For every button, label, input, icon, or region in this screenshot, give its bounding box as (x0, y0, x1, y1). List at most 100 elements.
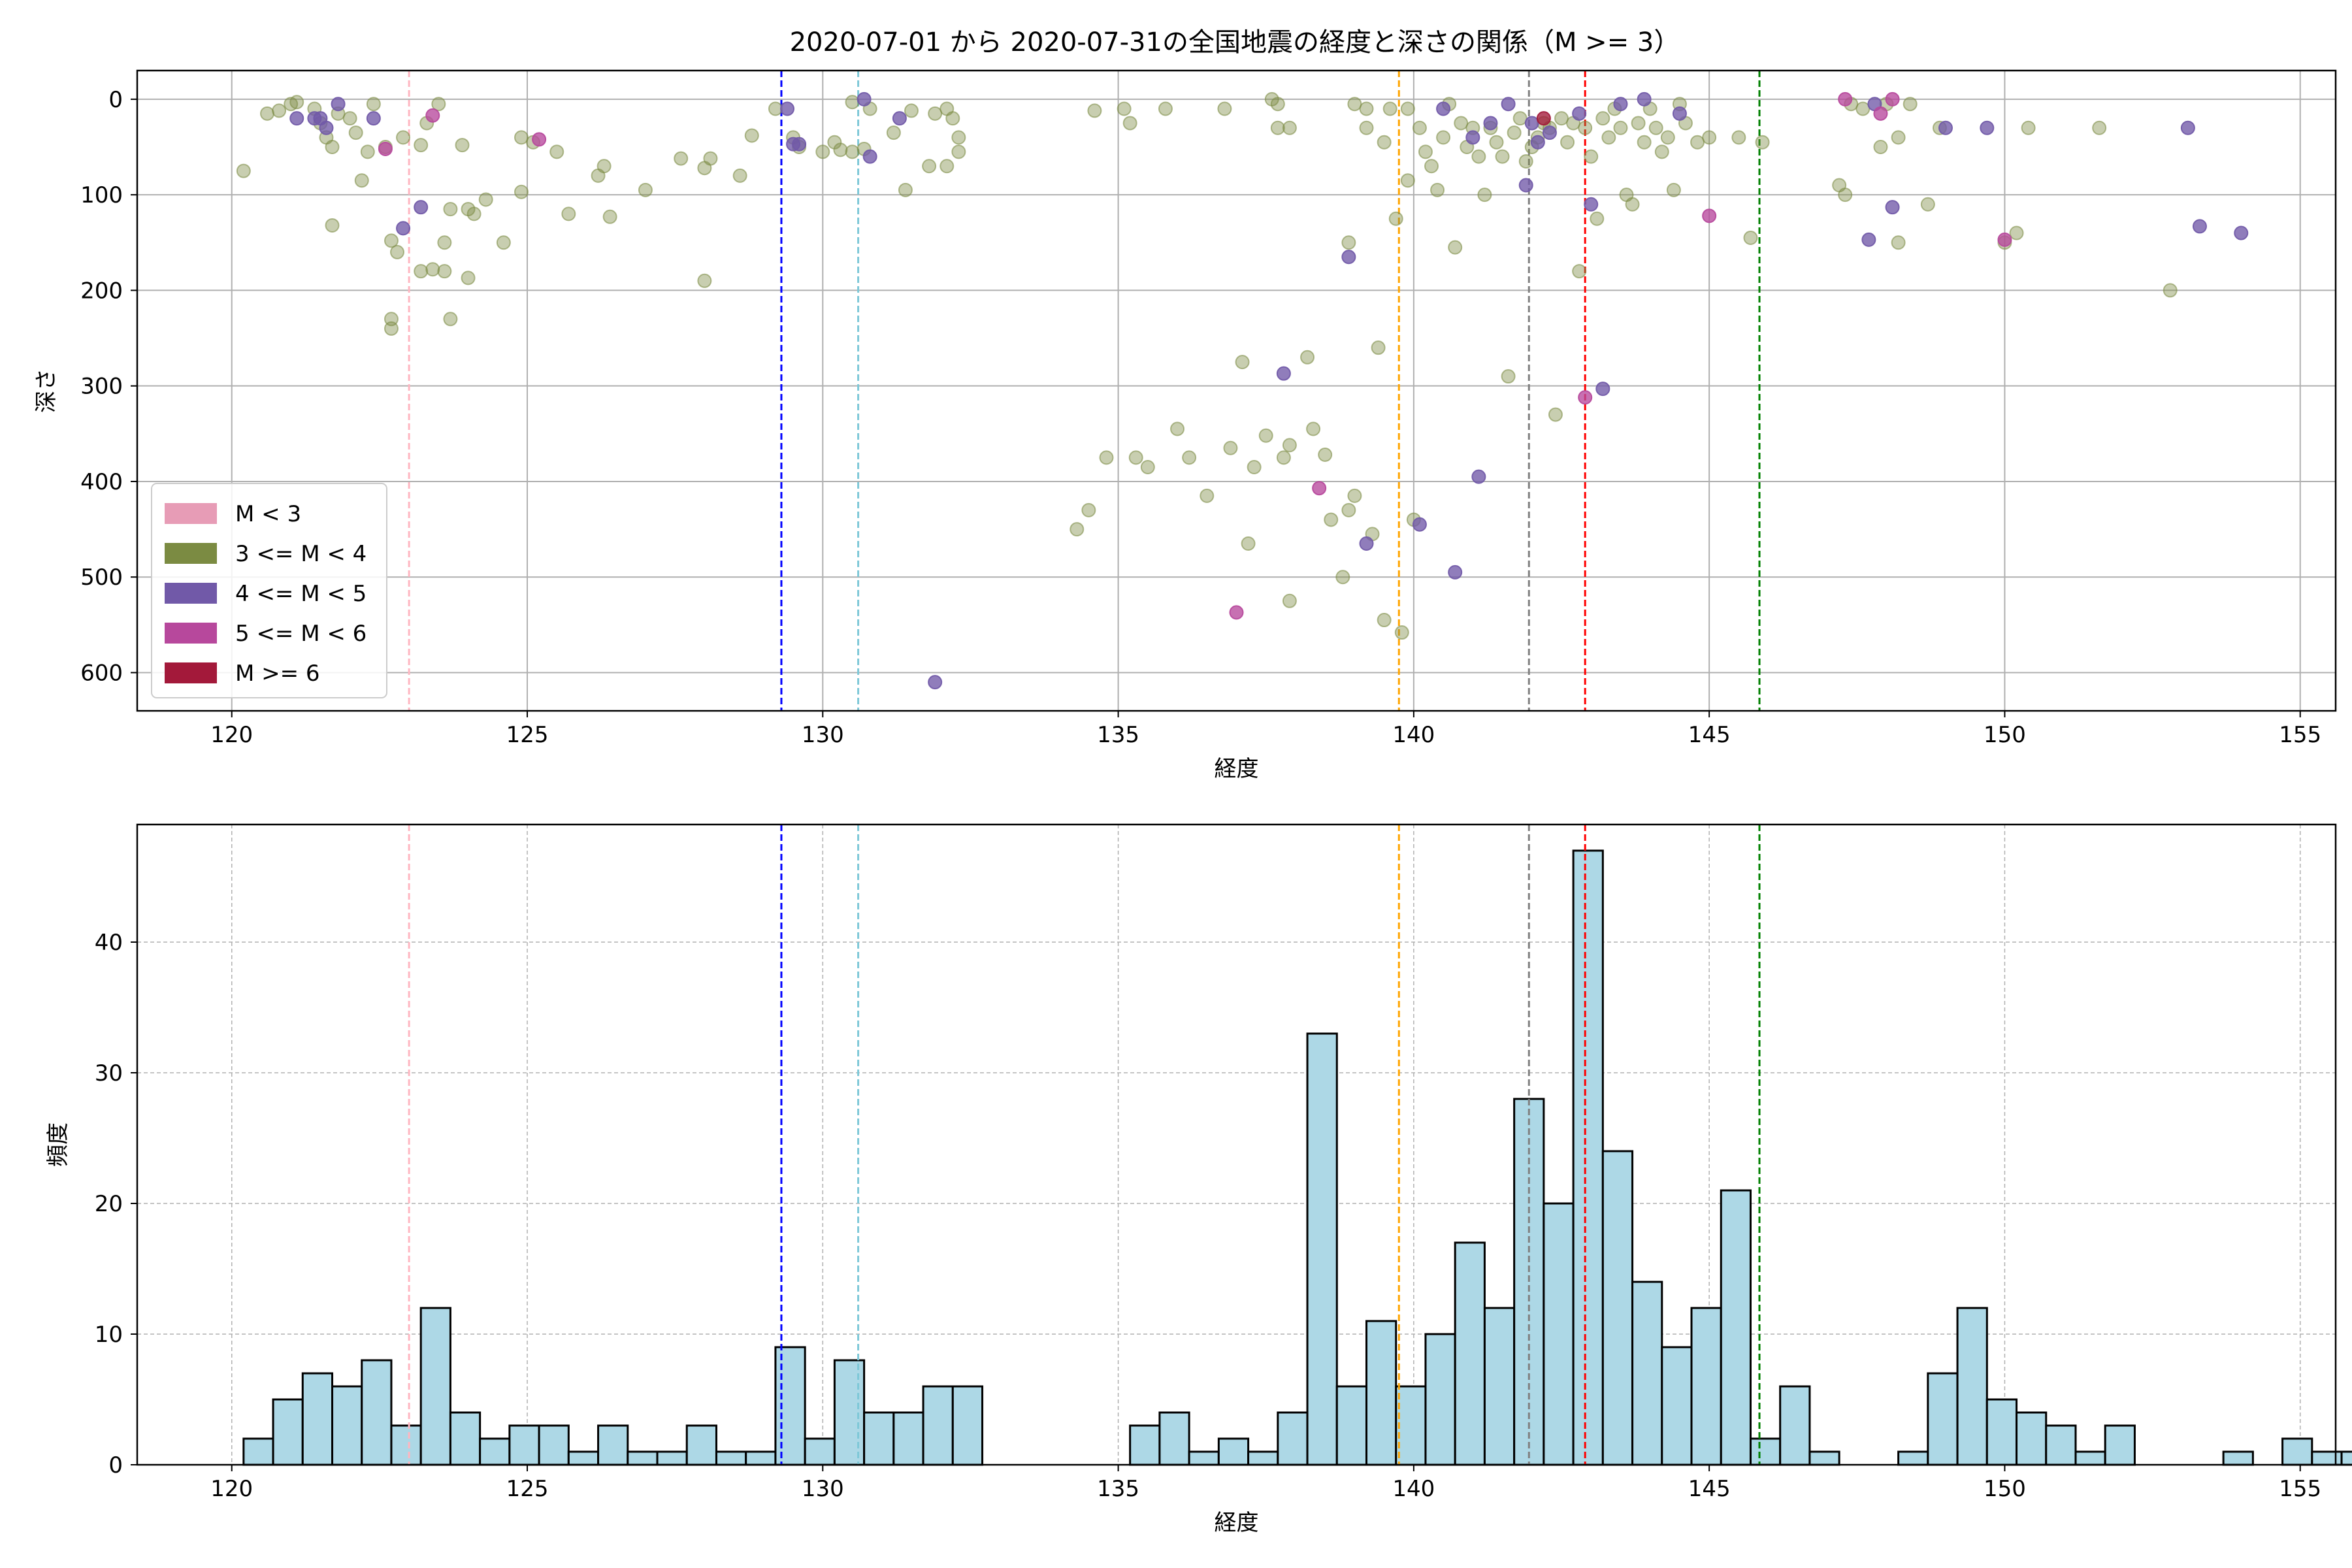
scatter-point (1248, 461, 1261, 474)
scatter-point (397, 221, 410, 235)
histogram-bar (1810, 1452, 1839, 1465)
scatter-point (1277, 451, 1290, 464)
scatter-point (414, 201, 427, 214)
histogram-bar (1307, 1034, 1337, 1465)
legend-swatch (165, 662, 217, 683)
scatter-point (1200, 489, 1213, 502)
scatter-point (1626, 198, 1639, 211)
histogram-bar (1189, 1452, 1218, 1465)
legend-swatch (165, 543, 217, 564)
scatter-point (1307, 423, 1320, 436)
scatter-point (1141, 461, 1154, 474)
histogram-bar (923, 1386, 953, 1465)
scatter-x-tick-label: 155 (2279, 722, 2321, 748)
scatter-point (261, 107, 274, 120)
histogram-bar (716, 1452, 745, 1465)
scatter-point (414, 265, 427, 278)
histogram-bar (746, 1452, 776, 1465)
legend-label: 5 <= M < 6 (235, 621, 367, 647)
scatter-point (604, 210, 617, 223)
scatter-point (1874, 140, 1887, 154)
scatter-point (1271, 122, 1284, 135)
scatter-point (1342, 504, 1355, 517)
histogram-bar (2105, 1426, 2134, 1465)
histogram-bar (1367, 1321, 1396, 1465)
scatter-point (1596, 112, 1609, 125)
legend-label: M < 3 (235, 501, 301, 527)
scatter-point (438, 265, 451, 278)
histogram-bar (1484, 1308, 1514, 1465)
scatter-point (1218, 103, 1231, 116)
histogram-y-tick-label: 0 (108, 1452, 123, 1478)
scatter-point (674, 152, 687, 165)
scatter-point (1454, 116, 1467, 129)
scatter-point (2234, 227, 2247, 240)
scatter-point (1159, 103, 1172, 116)
scatter-point (704, 152, 717, 165)
scatter-point (426, 263, 439, 276)
scatter-point (332, 97, 345, 110)
scatter-point (562, 207, 575, 220)
scatter-point (1283, 595, 1296, 608)
scatter-point (1401, 103, 1414, 116)
histogram-bar (568, 1452, 598, 1465)
histogram-bar (1780, 1386, 1810, 1465)
histogram-bar (1987, 1399, 2016, 1465)
scatter-x-tick-label: 140 (1392, 722, 1435, 748)
histogram-bar (2017, 1413, 2046, 1465)
histogram-bar (2342, 1452, 2352, 1465)
scatter-point (1236, 355, 1249, 368)
scatter-point (444, 312, 457, 325)
scatter-point (1360, 103, 1373, 116)
scatter-point (438, 236, 451, 249)
histogram-x-tick-label: 155 (2279, 1476, 2321, 1502)
scatter-point (1673, 107, 1686, 120)
scatter-point (1336, 570, 1349, 583)
scatter-point (1088, 104, 1101, 117)
scatter-point (1490, 136, 1503, 149)
scatter-point (1573, 107, 1586, 120)
histogram-bar (1218, 1439, 1248, 1465)
scatter-point (1425, 159, 1438, 172)
scatter-x-tick-label: 130 (802, 722, 844, 748)
scatter-point (1378, 613, 1391, 627)
scatter-point (1342, 250, 1355, 263)
scatter-point (1348, 97, 1361, 110)
scatter-point (1703, 209, 1716, 222)
scatter-point (326, 219, 339, 232)
scatter-point (1360, 122, 1373, 135)
histogram-bar (2046, 1426, 2076, 1465)
scatter-point (940, 159, 953, 172)
scatter-point (1520, 155, 1533, 168)
scatter-point (1614, 97, 1627, 110)
scatter-y-tick-label: 600 (80, 660, 123, 686)
scatter-point (1171, 423, 1184, 436)
histogram-bar (1603, 1151, 1632, 1465)
scatter-point (1632, 116, 1645, 129)
scatter-point (1277, 367, 1290, 380)
histogram-bar (1721, 1190, 1750, 1465)
scatter-point (1183, 451, 1196, 464)
histogram-x-tick-label: 125 (506, 1476, 549, 1502)
scatter-point (1856, 103, 1869, 116)
scatter-point (480, 193, 493, 206)
scatter-point (698, 274, 711, 287)
scatter-point (391, 246, 404, 259)
scatter-point (1318, 448, 1331, 461)
histogram-bar (1249, 1452, 1278, 1465)
scatter-point (1578, 391, 1592, 404)
scatter-point (1661, 131, 1674, 144)
scatter-point (1892, 236, 1905, 249)
scatter-point (1124, 116, 1137, 129)
scatter-point (1508, 126, 1521, 139)
scatter-point (734, 169, 747, 182)
scatter-point (1448, 241, 1462, 254)
scatter-point (1342, 236, 1355, 249)
scatter-x-tick-label: 135 (1097, 722, 1139, 748)
scatter-point (1590, 212, 1603, 225)
scatter-point (1526, 116, 1539, 129)
histogram-bar (273, 1399, 302, 1465)
histogram-x-tick-label: 130 (802, 1476, 844, 1502)
histogram-bar (480, 1439, 510, 1465)
histogram-bar (953, 1386, 982, 1465)
